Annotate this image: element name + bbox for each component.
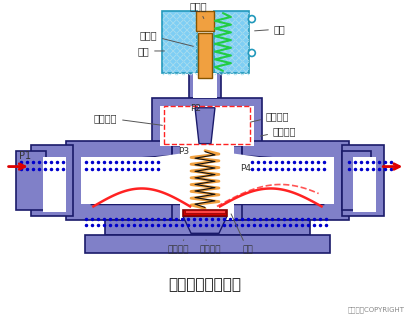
Text: 膜片: 膜片 bbox=[231, 214, 253, 255]
Polygon shape bbox=[195, 108, 215, 144]
Text: 主阀阀座: 主阀阀座 bbox=[167, 240, 189, 255]
Bar bbox=[342, 145, 384, 216]
Bar bbox=[65, 141, 349, 220]
Bar bbox=[43, 157, 65, 212]
Bar bbox=[172, 146, 242, 220]
Text: 动铁心: 动铁心 bbox=[139, 30, 193, 46]
Polygon shape bbox=[183, 216, 227, 233]
Text: P4: P4 bbox=[240, 164, 251, 173]
Text: 守阀阀座: 守阀阀座 bbox=[251, 111, 289, 122]
Text: 管道联系式电磁阀: 管道联系式电磁阀 bbox=[169, 278, 242, 293]
Circle shape bbox=[248, 49, 255, 56]
Bar bbox=[342, 151, 372, 211]
Bar bbox=[81, 157, 334, 204]
Bar bbox=[162, 11, 197, 73]
Text: 主阀阀芯: 主阀阀芯 bbox=[199, 240, 221, 255]
Bar bbox=[185, 211, 225, 213]
Bar bbox=[196, 11, 214, 31]
Polygon shape bbox=[91, 146, 323, 204]
Bar bbox=[164, 106, 250, 144]
Bar bbox=[160, 106, 254, 146]
Text: P3: P3 bbox=[178, 147, 189, 156]
Bar bbox=[105, 220, 309, 235]
Bar bbox=[189, 73, 221, 98]
Text: 定铁心: 定铁心 bbox=[189, 1, 207, 19]
Text: P2: P2 bbox=[191, 104, 201, 113]
Text: 弹簧: 弹簧 bbox=[254, 24, 286, 34]
Bar bbox=[183, 211, 227, 216]
Bar bbox=[85, 235, 330, 253]
Text: P1: P1 bbox=[18, 151, 31, 160]
Bar bbox=[16, 151, 46, 211]
Bar bbox=[353, 157, 376, 212]
Polygon shape bbox=[99, 146, 316, 203]
Bar bbox=[198, 33, 212, 78]
Circle shape bbox=[248, 16, 255, 23]
Text: 东方仿真COPYRIGHT: 东方仿真COPYRIGHT bbox=[347, 307, 404, 313]
Bar bbox=[31, 145, 74, 216]
Bar bbox=[214, 11, 249, 73]
Text: 泄压孔道: 泄压孔道 bbox=[261, 126, 296, 136]
Text: 平衡孔道: 平衡孔道 bbox=[94, 113, 162, 125]
Text: 线圈: 线圈 bbox=[137, 46, 164, 56]
Bar bbox=[152, 98, 262, 146]
Bar bbox=[193, 73, 217, 98]
Bar bbox=[180, 146, 234, 220]
